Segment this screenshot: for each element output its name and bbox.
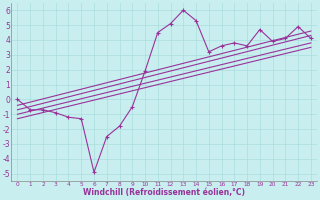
X-axis label: Windchill (Refroidissement éolien,°C): Windchill (Refroidissement éolien,°C): [83, 188, 245, 197]
